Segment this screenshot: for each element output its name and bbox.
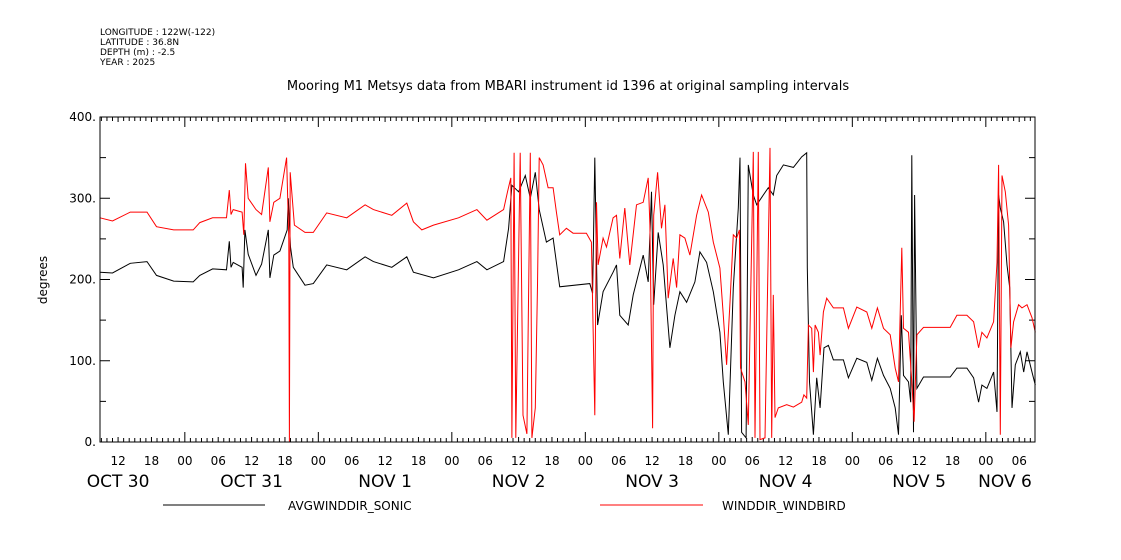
meta-depth: DEPTH (m) : -2.5 <box>100 48 175 58</box>
plot-frame <box>99 116 1036 443</box>
y-axis-label: degrees <box>36 256 50 304</box>
x-tick-label: 18 <box>144 454 159 468</box>
meta-latitude: LATITUDE : 36.8N <box>100 38 179 48</box>
axes: 12 18 00 06 12 18 00 06 12 18 00 06 12 18 00 06 12 18 00 06… <box>69 110 1035 492</box>
x-tick-label: 00 <box>845 454 860 468</box>
x-tick-label: 18 <box>811 454 826 468</box>
x-tick-label: 18 <box>544 454 559 468</box>
x-day-label: NOV 2 <box>492 472 546 492</box>
x-tick-label: 18 <box>411 454 426 468</box>
x-day-label: OCT 30 <box>87 472 150 492</box>
x-tick-label: 00 <box>711 454 726 468</box>
x-tick-label: 12 <box>244 454 259 468</box>
x-tick-label: 06 <box>478 454 493 468</box>
legend-label-windbird: WINDDIR_WINDBIRD <box>722 499 846 513</box>
x-day-label: OCT 31 <box>220 472 283 492</box>
x-tick-label: 12 <box>778 454 793 468</box>
x-tick-label: 12 <box>377 454 392 468</box>
x-tick-label: 12 <box>644 454 659 468</box>
meta-year: YEAR : 2025 <box>99 58 155 68</box>
x-tick-label: 18 <box>678 454 693 468</box>
x-tick-label: 06 <box>344 454 359 468</box>
y-tick-label: 0. <box>85 435 96 449</box>
y-tick-label: 400. <box>69 110 96 124</box>
x-day-label: NOV 1 <box>358 472 412 492</box>
y-tick-label: 200. <box>69 273 96 287</box>
series-lines <box>99 147 1036 443</box>
x-tick-label: 18 <box>945 454 960 468</box>
x-tick-label: 06 <box>878 454 893 468</box>
x-day-label: NOV 4 <box>759 472 813 492</box>
x-tick-label: 12 <box>511 454 526 468</box>
legend-label-sonic: AVGWINDDIR_SONIC <box>288 499 412 513</box>
x-tick-label: 00 <box>177 454 192 468</box>
x-tick-label: 06 <box>211 454 226 468</box>
series-line-avgwinddir_sonic <box>99 151 1036 440</box>
x-tick-label: 00 <box>578 454 593 468</box>
x-tick-label: 06 <box>611 454 626 468</box>
x-tick-label: 06 <box>1012 454 1027 468</box>
meta-longitude: LONGITUDE : 122W(-122) <box>100 28 215 38</box>
x-day-label: NOV 5 <box>892 472 946 492</box>
x-day-label: NOV 3 <box>625 472 679 492</box>
y-tick-label: 300. <box>69 191 96 205</box>
x-tick-label: 12 <box>110 454 125 468</box>
series-line-winddir_windbird <box>99 147 1036 443</box>
x-tick-label: 00 <box>311 454 326 468</box>
chart-title: Mooring M1 Metsys data from MBARI instru… <box>287 79 849 94</box>
x-tick-label: 18 <box>277 454 292 468</box>
x-day-label: NOV 6 <box>978 472 1032 492</box>
x-tick-label: 06 <box>745 454 760 468</box>
y-tick-label: 100. <box>69 354 96 368</box>
x-tick-label: 12 <box>911 454 926 468</box>
x-tick-label: 00 <box>444 454 459 468</box>
x-tick-label: 00 <box>978 454 993 468</box>
